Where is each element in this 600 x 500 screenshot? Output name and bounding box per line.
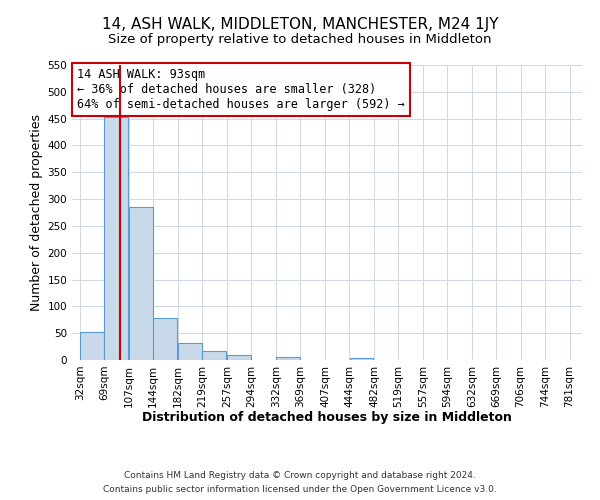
- Bar: [178, 343, 202, 360]
- Y-axis label: Number of detached properties: Number of detached properties: [30, 114, 43, 311]
- Bar: [202, 351, 226, 360]
- Bar: [129, 207, 153, 360]
- Text: 14, ASH WALK, MIDDLETON, MANCHESTER, M24 1JY: 14, ASH WALK, MIDDLETON, MANCHESTER, M24…: [102, 18, 498, 32]
- Text: Size of property relative to detached houses in Middleton: Size of property relative to detached ho…: [108, 32, 492, 46]
- X-axis label: Distribution of detached houses by size in Middleton: Distribution of detached houses by size …: [142, 411, 512, 424]
- Bar: [154, 318, 177, 360]
- Text: Contains public sector information licensed under the Open Government Licence v3: Contains public sector information licen…: [103, 484, 497, 494]
- Bar: [227, 355, 251, 360]
- Text: Contains HM Land Registry data © Crown copyright and database right 2024.: Contains HM Land Registry data © Crown c…: [124, 472, 476, 480]
- Text: 14 ASH WALK: 93sqm
← 36% of detached houses are smaller (328)
64% of semi-detach: 14 ASH WALK: 93sqm ← 36% of detached hou…: [77, 68, 405, 111]
- Bar: [80, 332, 104, 360]
- Bar: [277, 358, 300, 360]
- Bar: [350, 358, 373, 360]
- Bar: [104, 117, 128, 360]
